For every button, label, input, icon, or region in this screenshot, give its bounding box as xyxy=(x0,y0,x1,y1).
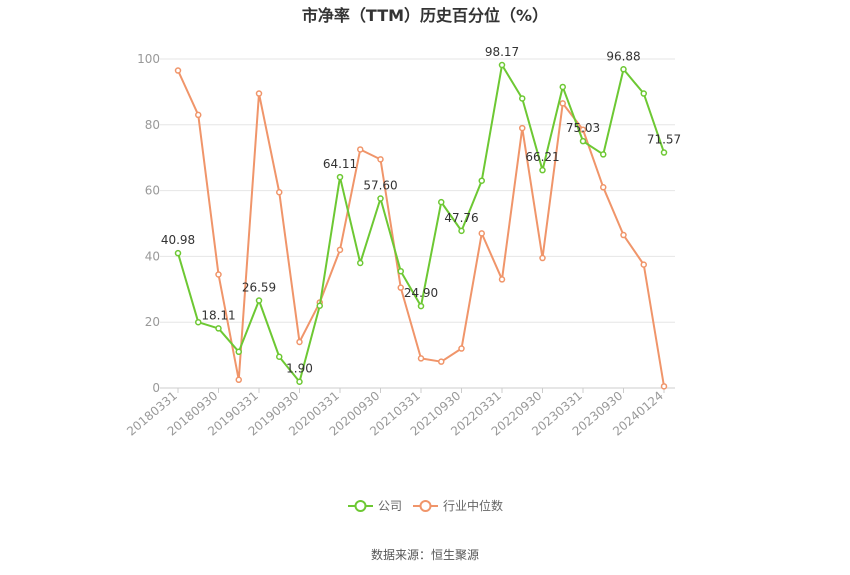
y-tick-label: 60 xyxy=(145,184,160,198)
data-point xyxy=(559,100,566,107)
data-point xyxy=(296,338,303,346)
data-point xyxy=(478,177,485,184)
data-point xyxy=(640,90,647,97)
series-industry-median xyxy=(174,67,668,390)
data-labels: 40.98 18.11 26.59 1.90 64.11 57.60 24.90 47.76 9… xyxy=(161,45,681,376)
data-point xyxy=(195,318,202,326)
legend-marker xyxy=(419,500,432,512)
data-point xyxy=(640,261,647,268)
data-point xyxy=(276,188,283,196)
data-point xyxy=(600,184,607,191)
data-point xyxy=(336,246,344,254)
legend-label: 行业中位数 xyxy=(443,498,503,513)
data-label: 18.11 xyxy=(201,308,235,322)
legend-marker xyxy=(354,500,367,512)
data-point xyxy=(336,173,344,181)
data-label: 66.21 xyxy=(525,150,559,164)
legend[interactable]: 公司 行业中位数 xyxy=(348,498,503,513)
data-point xyxy=(174,249,182,257)
chart-title: 市净率（TTM）历史百分位（%） xyxy=(302,6,548,25)
data-point xyxy=(397,284,404,291)
data-point xyxy=(357,259,364,267)
data-point xyxy=(579,137,587,145)
series-company xyxy=(174,61,668,385)
data-point xyxy=(458,227,465,235)
data-point xyxy=(438,358,445,365)
series-line xyxy=(177,64,665,383)
y-tick-label: 100 xyxy=(137,52,160,66)
data-point xyxy=(458,345,465,352)
data-point xyxy=(478,230,485,237)
series-line xyxy=(177,70,665,387)
data-point xyxy=(539,254,546,262)
x-axis: 2018033120180930201903312019093020200331… xyxy=(124,388,666,439)
data-label: 96.88 xyxy=(606,49,640,63)
data-point xyxy=(174,67,182,74)
data-point xyxy=(539,166,546,174)
y-tick-label: 40 xyxy=(145,249,160,263)
y-axis: 0 20 40 60 80 100 xyxy=(137,52,160,395)
data-point xyxy=(559,83,566,91)
data-point xyxy=(519,124,526,132)
data-label: 57.60 xyxy=(363,178,397,192)
data-point xyxy=(417,355,425,362)
legend-item[interactable]: 公司 xyxy=(348,499,402,513)
data-label: 47.76 xyxy=(444,211,478,225)
data-point xyxy=(296,378,303,385)
data-label: 75.03 xyxy=(566,121,600,135)
data-point xyxy=(579,126,587,133)
data-point xyxy=(215,271,222,278)
series-group xyxy=(174,61,668,390)
data-point xyxy=(660,383,668,390)
data-label: 24.90 xyxy=(404,286,438,300)
y-tick-label: 20 xyxy=(145,315,160,329)
data-point xyxy=(316,302,323,309)
data-point xyxy=(600,151,607,158)
y-tick-label: 80 xyxy=(145,118,160,132)
data-point xyxy=(195,111,202,119)
data-point xyxy=(276,353,283,360)
source-note: 数据来源：恒生聚源 xyxy=(371,547,479,562)
legend-item[interactable]: 行业中位数 xyxy=(413,498,503,513)
data-point xyxy=(255,297,263,304)
data-point xyxy=(620,66,627,73)
data-point xyxy=(498,276,506,283)
data-point xyxy=(377,195,384,202)
grid xyxy=(160,58,675,389)
data-point xyxy=(417,302,425,310)
data-label: 98.17 xyxy=(485,45,519,59)
data-point xyxy=(620,231,627,239)
data-point xyxy=(357,146,364,153)
data-label: 1.90 xyxy=(286,362,313,376)
legend-label: 公司 xyxy=(378,499,402,513)
data-label: 26.59 xyxy=(242,281,276,295)
y-tick-label: 0 xyxy=(152,381,160,395)
data-point xyxy=(255,90,263,97)
data-point xyxy=(519,95,526,102)
data-label: 64.11 xyxy=(323,157,357,171)
data-label: 40.98 xyxy=(161,233,195,247)
data-point xyxy=(235,348,242,356)
data-label: 71.57 xyxy=(647,133,681,147)
data-point xyxy=(438,198,445,206)
data-point xyxy=(498,61,506,69)
data-point xyxy=(215,325,222,332)
data-point xyxy=(235,376,242,384)
data-point xyxy=(377,156,384,163)
data-point xyxy=(660,149,668,156)
data-point xyxy=(397,267,404,275)
